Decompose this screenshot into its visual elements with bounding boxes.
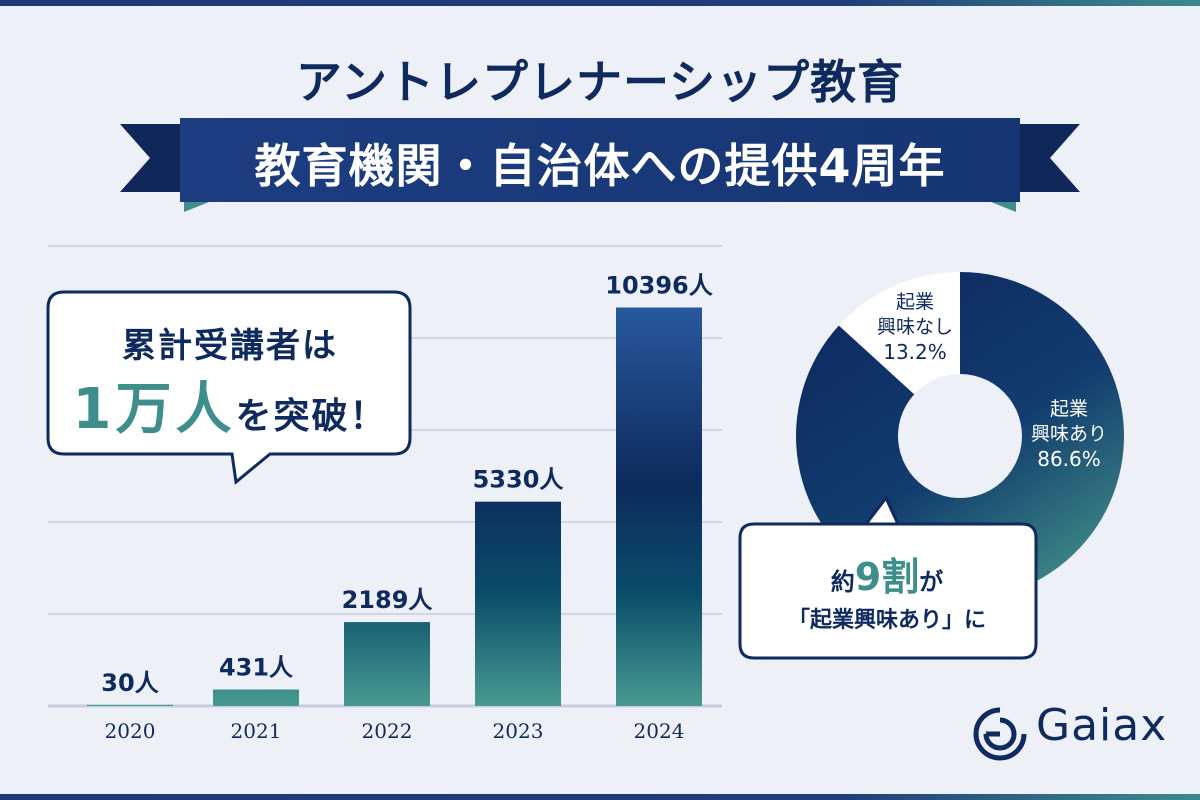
x-tick-label: 2023 (493, 719, 544, 743)
x-axis-tick-labels: 2020 2021 2022 2023 2024 (105, 719, 685, 743)
x-tick-label: 2024 (634, 719, 685, 743)
bar-value-label: 5330人 (473, 466, 564, 494)
bar-value-label: 10396人 (605, 271, 713, 299)
top-accent-bar (0, 0, 1200, 6)
gaiax-logo-icon (973, 707, 1027, 761)
bottom-accent-bar (0, 794, 1200, 800)
bar-value-label: 2189人 (342, 586, 433, 614)
bars (87, 307, 702, 706)
donut-slice-1 (838, 272, 960, 395)
bar-value-label: 431人 (219, 653, 293, 681)
bar-2024 (616, 307, 702, 706)
pie-callout-line1: 約9割が (738, 546, 1036, 601)
banner-ribbon (120, 118, 1080, 212)
donut-label-not-interested: 起業 興味なし 13.2% (876, 291, 953, 364)
callout-suffix: を突破！ (235, 396, 388, 437)
bar-value-label: 30人 (101, 669, 158, 697)
x-tick-label: 2020 (105, 719, 156, 743)
pie-callout-suffix: が (919, 568, 944, 596)
page-title: アントレプレナーシップ教育 (295, 55, 905, 109)
pie-callout-prefix: 約 (830, 568, 855, 596)
pie-callout-highlight: 9割 (854, 555, 920, 599)
bar-2021 (213, 689, 299, 706)
banner-left-fold (120, 124, 184, 192)
brand-name: Gaiax (1036, 700, 1168, 751)
callout-line1: 累計受講者は (122, 326, 338, 366)
banner-right-fold (1016, 124, 1080, 192)
bar-2022 (344, 622, 430, 706)
callout-highlight: 1万人 (72, 377, 236, 442)
x-tick-label: 2021 (231, 719, 282, 743)
pie-callout-line2: 「起業興味あり」に (787, 608, 986, 633)
donut-label-interested: 起業 興味あり 86.6% (1030, 398, 1107, 471)
bar-value-labels: 30人 431人 2189人 5330人 10396人 (101, 271, 712, 696)
banner-body (180, 118, 1020, 202)
banner-title: 教育機関・自治体への提供4周年 (254, 139, 946, 193)
bar-2023 (475, 501, 561, 706)
bar-2020 (87, 704, 173, 706)
callout-line2: 1万人を突破！ (52, 364, 408, 445)
x-tick-label: 2022 (362, 719, 413, 743)
